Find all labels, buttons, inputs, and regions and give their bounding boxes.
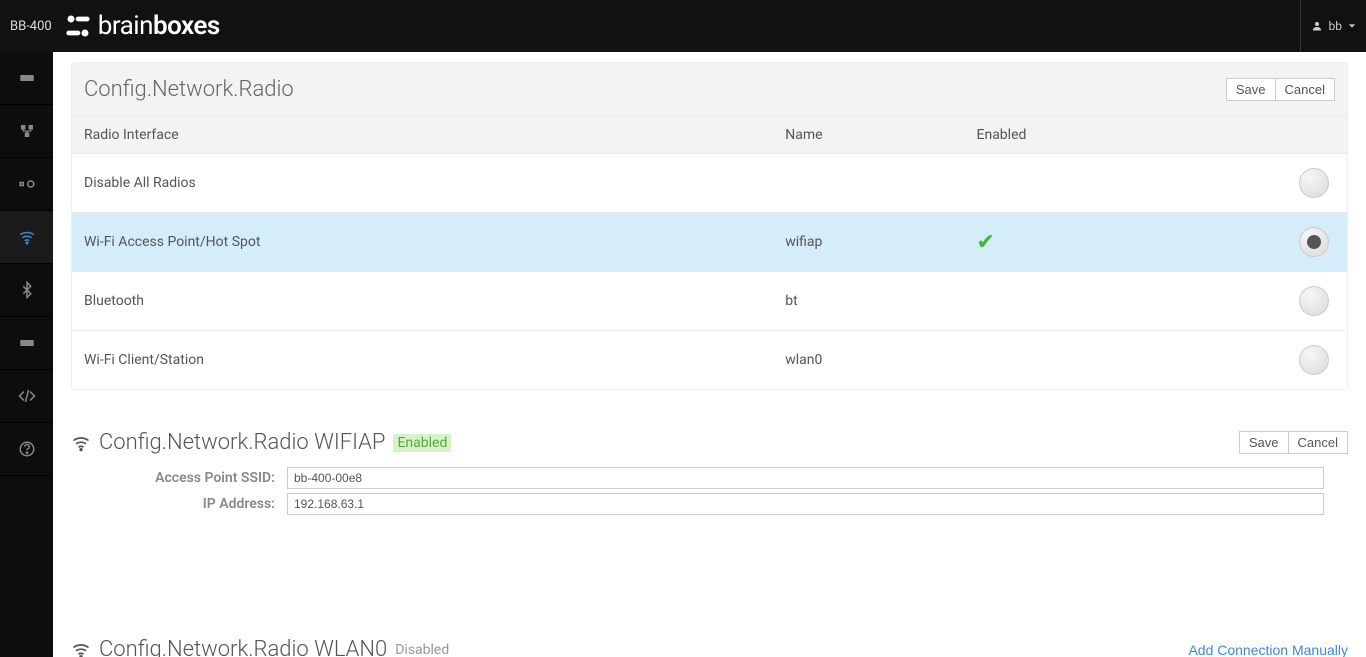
radio-panel-actions: Save Cancel: [1226, 78, 1335, 101]
wifi-icon: [71, 640, 91, 657]
wlan0-heading: Config.Network.Radio WLAN0 Disabled Add …: [71, 627, 1348, 657]
save-button[interactable]: Save: [1239, 431, 1289, 454]
radio-panel-heading: Config.Network.Radio Save Cancel: [72, 63, 1347, 116]
radio-table: Radio Interface Name Enabled Disable All…: [72, 116, 1347, 389]
wifiap-status-badge: Enabled: [393, 434, 451, 452]
radio-select[interactable]: [1299, 168, 1329, 198]
logo-text: brainboxes: [98, 11, 220, 41]
cell-iface: Wi-Fi Client/Station: [72, 331, 773, 390]
wifiap-actions: Save Cancel: [1239, 431, 1348, 454]
table-row[interactable]: Wi-Fi Access Point/Hot Spotwifiap ✔: [72, 213, 1347, 272]
radio-panel: Config.Network.Radio Save Cancel Radio I…: [71, 62, 1348, 390]
cell-enabled: [965, 272, 1220, 331]
chevron-down-icon: [1348, 22, 1356, 30]
username: bb: [1329, 19, 1342, 33]
topbar: BB-400 brainboxes bb: [0, 0, 1366, 52]
nav-code[interactable]: [0, 370, 53, 423]
cell-iface: Bluetooth: [72, 272, 773, 331]
wifiap-title: Config.Network.Radio WIFIAP Enabled: [71, 430, 451, 455]
col-name: Name: [773, 117, 964, 154]
cell-name: [773, 154, 964, 213]
wifiap-section: Config.Network.Radio WIFIAP Enabled Save…: [71, 420, 1348, 517]
ssid-row: Access Point SSID:: [71, 465, 1348, 491]
wifi-icon: [71, 433, 91, 453]
cell-name: wlan0: [773, 331, 964, 390]
cell-name: wifiap: [773, 213, 964, 272]
user-menu[interactable]: bb: [1300, 0, 1366, 52]
nav-wifi[interactable]: [0, 211, 53, 264]
ip-row: IP Address:: [71, 491, 1348, 517]
ip-label: IP Address:: [71, 496, 287, 512]
wlan0-title: Config.Network.Radio WLAN0 Disabled: [71, 637, 449, 657]
nav-io[interactable]: [0, 158, 53, 211]
radio-select[interactable]: [1299, 345, 1329, 375]
nav-bluetooth[interactable]: [0, 264, 53, 317]
product-label: BB-400: [10, 19, 52, 34]
wlan0-status-badge: Disabled: [395, 642, 449, 657]
cancel-button[interactable]: Cancel: [1276, 78, 1335, 101]
nav-network[interactable]: [0, 105, 53, 158]
ip-input[interactable]: [287, 493, 1324, 515]
cell-enabled: [965, 154, 1220, 213]
nav-system[interactable]: [0, 52, 53, 105]
ssid-label: Access Point SSID:: [71, 470, 287, 486]
radio-select[interactable]: [1299, 286, 1329, 316]
add-connection-button[interactable]: Add Connection Manually: [1188, 642, 1348, 657]
cell-iface: Wi-Fi Access Point/Hot Spot: [72, 213, 773, 272]
wlan0-section: Config.Network.Radio WLAN0 Disabled Add …: [71, 627, 1348, 657]
check-icon: ✔: [977, 230, 995, 255]
table-row[interactable]: Disable All Radios: [72, 154, 1347, 213]
col-enabled: Enabled: [965, 117, 1220, 154]
wifiap-heading: Config.Network.Radio WIFIAP Enabled Save…: [71, 420, 1348, 465]
cell-enabled: [965, 331, 1220, 390]
radio-select[interactable]: [1299, 227, 1329, 257]
user-icon: [1311, 20, 1323, 32]
radio-panel-title: Config.Network.Radio: [84, 77, 294, 102]
table-row[interactable]: Wi-Fi Client/Stationwlan0: [72, 331, 1347, 390]
nav-help[interactable]: [0, 423, 53, 476]
main-content: Config.Network.Radio Save Cancel Radio I…: [53, 52, 1366, 657]
table-row[interactable]: Bluetoothbt: [72, 272, 1347, 331]
sidebar: [0, 52, 53, 657]
cancel-button[interactable]: Cancel: [1289, 431, 1348, 454]
cell-iface: Disable All Radios: [72, 154, 773, 213]
logo-icon: [64, 12, 92, 40]
logo[interactable]: brainboxes: [64, 11, 220, 41]
nav-keyboard[interactable]: [0, 317, 53, 370]
save-button[interactable]: Save: [1226, 78, 1276, 101]
cell-name: bt: [773, 272, 964, 331]
cell-enabled: ✔: [965, 213, 1220, 272]
col-iface: Radio Interface: [72, 117, 773, 154]
ssid-input[interactable]: [287, 467, 1324, 489]
